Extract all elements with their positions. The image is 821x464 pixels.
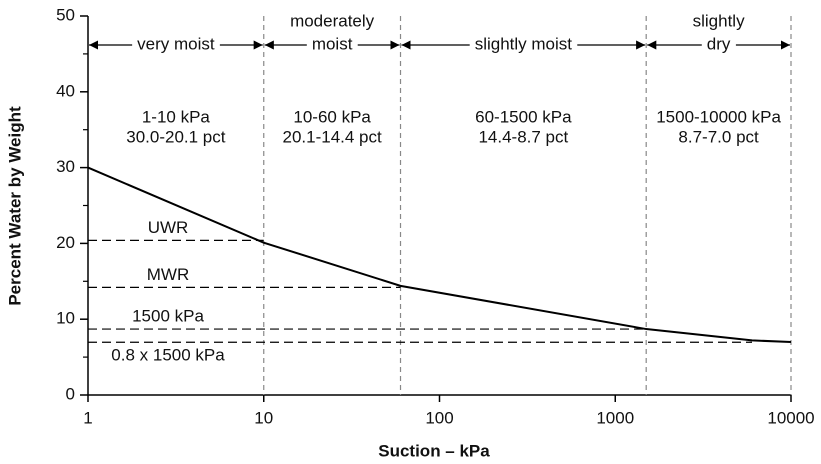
data-line [87,166,792,343]
zone-range: 10-60 kPa [293,107,371,126]
y-tick-label: 0 [66,384,75,403]
zone-range: 60-1500 kPa [475,107,572,126]
x-tick-label: 10000 [767,408,814,427]
x-tick-label: 10 [254,408,273,427]
zone-pct: 20.1-14.4 pct [283,127,383,146]
y-tick-label: 50 [56,5,75,24]
reference-label: 0.8 x 1500 kPa [111,346,225,365]
zone-range: 1-10 kPa [142,107,211,126]
zone-pct: 8.7-7.0 pct [678,127,759,146]
zone-name: moist [312,34,353,53]
x-tick-label: 100 [425,408,453,427]
x-axis-title: Suction – kPa [378,441,490,460]
zone-name: slightly [693,11,745,30]
x-tick-label: 1 [83,408,92,427]
zone-pct: 30.0-20.1 pct [126,127,226,146]
zone-name: moderately [290,11,375,30]
y-tick-label: 40 [56,81,75,100]
y-tick-label: 30 [56,157,75,176]
reference-label: MWR [147,265,189,284]
zone-name: slightly moist [475,34,573,53]
reference-label: 1500 kPa [132,307,204,326]
zone-name: dry [707,34,731,53]
zone-range: 1500-10000 kPa [656,107,781,126]
y-tick-label: 10 [56,309,75,328]
y-tick-label: 20 [56,233,75,252]
x-tick-label: 1000 [596,408,634,427]
zone-name: very moist [137,34,215,53]
zone-pct: 14.4-8.7 pct [478,127,568,146]
y-axis-title: Percent Water by Weight [5,106,24,306]
reference-label: UWR [148,218,189,237]
